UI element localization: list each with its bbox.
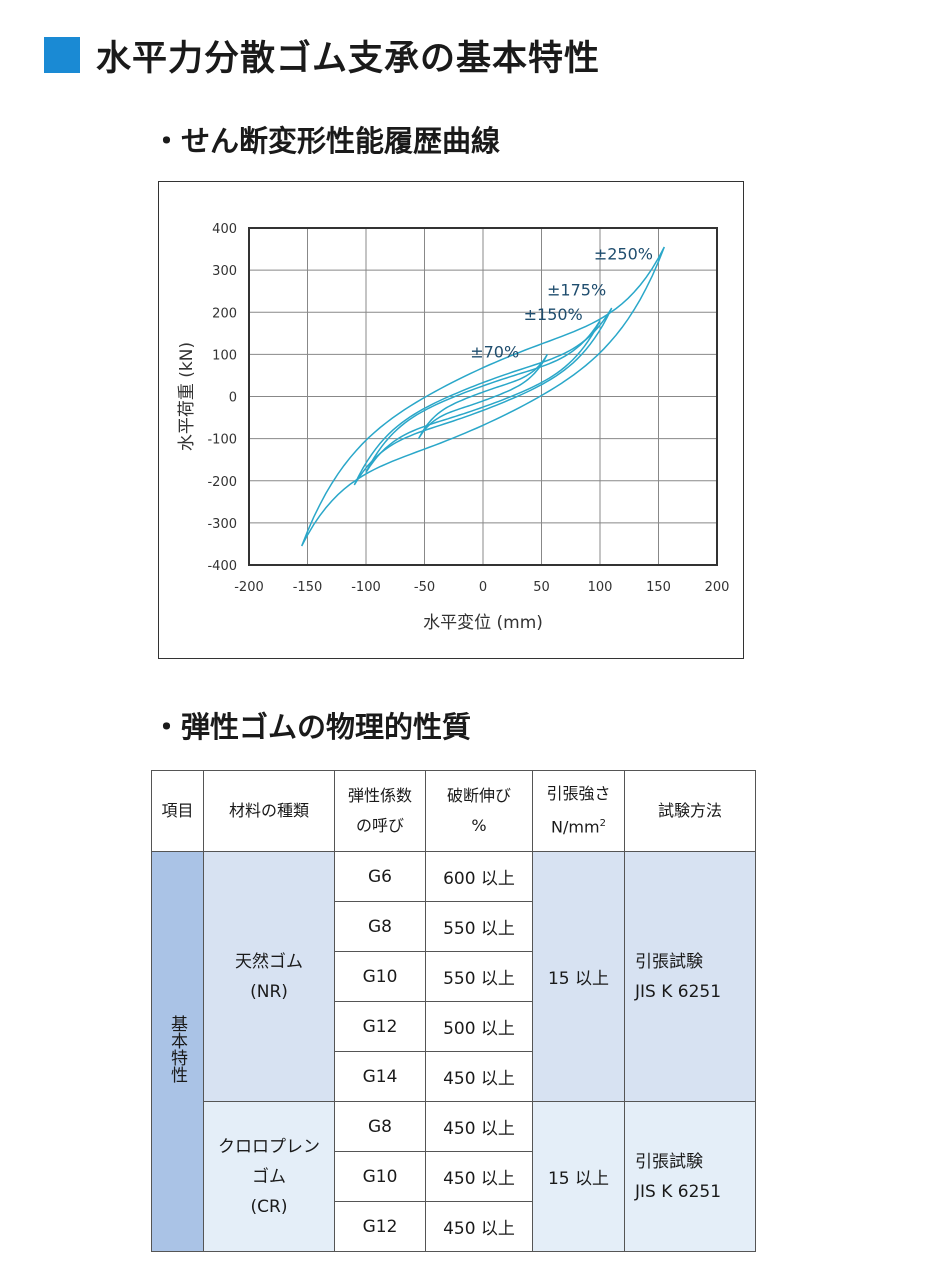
elongation-cell: 500 以上: [425, 1001, 533, 1052]
tensile-nr: 15 以上: [532, 851, 625, 1102]
page-header: 水平力分散ゴム支承の基本特性: [44, 30, 600, 80]
category-cell: 基本特性: [151, 851, 204, 1252]
y-axis-label: 水平荷重 (kN): [177, 342, 197, 451]
material-nr: 天然ゴム (NR): [203, 851, 335, 1102]
x-tick-label: -200: [234, 580, 264, 595]
x-tick-label: 50: [533, 580, 550, 595]
y-tick-label: 200: [212, 306, 237, 321]
y-tick-label: 400: [212, 222, 237, 237]
hysteresis-loop-0: [301, 246, 665, 547]
table-row: G12 450 以上: [152, 1201, 756, 1252]
table-row: G12 500 以上: [152, 1001, 756, 1052]
header-method: 試験方法: [624, 770, 756, 852]
elongation-cell: 600 以上: [425, 851, 533, 902]
grade-cell: G8: [334, 1101, 426, 1152]
y-tick-label: 300: [212, 264, 237, 279]
material-cr: クロロプレン ゴム (CR): [203, 1101, 335, 1252]
elongation-cell: 550 以上: [425, 901, 533, 952]
grade-cell: G10: [334, 951, 426, 1002]
chart-svg: -200 -150 -100 -50 0 50 100 150 200 400 300 200 100 0…: [177, 222, 730, 633]
y-tick-label: -300: [207, 517, 237, 532]
elongation-cell: 450 以上: [425, 1101, 533, 1152]
grade-cell: G10: [334, 1151, 426, 1202]
elongation-cell: 550 以上: [425, 951, 533, 1002]
plot-area: [248, 227, 718, 566]
y-tick-label: 100: [212, 348, 237, 363]
table-header-row: 項目 材料の種類 弾性係数 の呼び 破断伸び% 引張強さ N/mm2 試験方法: [151, 770, 756, 852]
x-tick-label: 150: [646, 580, 671, 595]
grade-cell: G8: [334, 901, 426, 952]
y-tick-label: -400: [207, 559, 237, 574]
header-tensile: 引張強さ N/mm2: [532, 770, 625, 852]
header-modulus: 弾性係数 の呼び: [334, 770, 426, 852]
table-row: G8 550 以上: [152, 901, 756, 952]
loop-annotation: ±150%: [524, 305, 583, 324]
table-row: 基本特性 天然ゴム (NR) G6 600 以上 15 以上 引張試験 JIS K …: [151, 851, 756, 1252]
grade-cell: G12: [334, 1201, 426, 1252]
loop-annotation: ±70%: [470, 343, 519, 362]
elongation-cell: 450 以上: [425, 1051, 533, 1102]
header-item: 項目: [151, 770, 204, 852]
hysteresis-loop-2: [365, 320, 601, 473]
loop-annotation: ±250%: [594, 245, 653, 264]
table-row: G10 450 以上: [152, 1151, 756, 1202]
hysteresis-loop-1: [353, 307, 613, 486]
title-square-icon: [44, 37, 80, 73]
grade-cell: G14: [334, 1051, 426, 1102]
hysteresis-chart: -200 -150 -100 -50 0 50 100 150 200 400 300 200 100 0…: [158, 181, 744, 659]
x-tick-label: -100: [351, 580, 381, 595]
grade-cell: G12: [334, 1001, 426, 1052]
y-tick-label: -100: [207, 433, 237, 448]
x-tick-label: 0: [479, 580, 487, 595]
loop-annotation: ±175%: [547, 280, 606, 299]
method-cr: 引張試験 JIS K 6251: [624, 1101, 756, 1252]
header-elongation: 破断伸び%: [425, 770, 533, 852]
y-tick-label: -200: [207, 475, 237, 490]
tensile-cr: 15 以上: [532, 1101, 625, 1252]
x-tick-label: -150: [293, 580, 323, 595]
properties-table: 項目 材料の種類 弾性係数 の呼び 破断伸び% 引張強さ N/mm2 試験方法 基本…: [151, 770, 756, 1252]
section-heading-hysteresis: ・せん断変形性能履歴曲線: [152, 124, 501, 158]
y-tick-label: 0: [229, 391, 237, 406]
header-material: 材料の種類: [203, 770, 335, 852]
x-tick-label: 200: [705, 580, 730, 595]
table-row: G10 550 以上: [152, 951, 756, 1002]
method-nr: 引張試験 JIS K 6251: [624, 851, 756, 1102]
table-row: クロロプレン ゴム (CR) G8 450 以上 15 以上 引張試験 JIS K 6…: [152, 1101, 756, 1252]
hysteresis-loop-3: [417, 354, 548, 440]
elongation-cell: 450 以上: [425, 1151, 533, 1202]
section-heading-properties: ・弾性ゴムの物理的性質: [152, 710, 472, 744]
grade-cell: G6: [334, 851, 426, 902]
x-tick-label: 100: [588, 580, 613, 595]
x-axis-label: 水平変位 (mm): [423, 613, 543, 633]
elongation-cell: 450 以上: [425, 1201, 533, 1252]
page-title: 水平力分散ゴム支承の基本特性: [96, 38, 601, 79]
x-tick-label: -50: [414, 580, 435, 595]
